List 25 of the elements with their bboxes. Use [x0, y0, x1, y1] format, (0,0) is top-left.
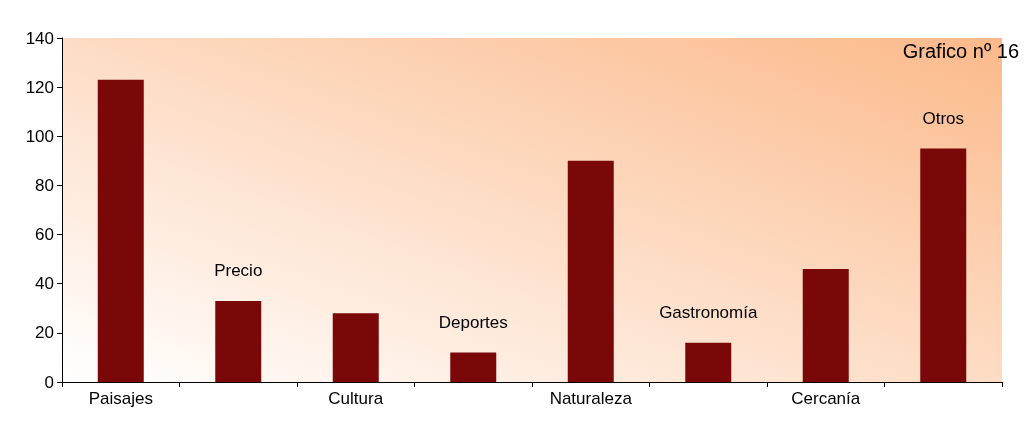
y-tick-label: 80 [35, 175, 54, 195]
x-tick-label: Naturaleza [549, 389, 633, 408]
y-tick-label: 100 [25, 126, 54, 146]
x-tick-label: Paisajes [88, 389, 153, 408]
y-tick-label: 140 [25, 28, 54, 48]
x-tick-label: Deportes [438, 312, 508, 332]
bar [97, 79, 144, 382]
bar [332, 313, 379, 382]
chart-title: Grafico nº 16 [902, 40, 1019, 62]
bar [802, 268, 849, 382]
x-tick-label: Precio [214, 260, 263, 280]
x-tick-label: Cultura [328, 389, 384, 408]
x-tick-label: Cercanía [791, 389, 861, 408]
bar [567, 160, 614, 382]
bar [215, 300, 262, 382]
bar [450, 352, 497, 382]
x-tick-label: Otros [922, 108, 965, 128]
bar [920, 148, 967, 382]
y-tick-label: 20 [35, 323, 54, 343]
y-tick-label: 60 [35, 225, 54, 245]
x-tick-label: Gastronomía [659, 302, 758, 322]
y-tick-label: 120 [25, 77, 54, 97]
y-tick-label: 40 [35, 274, 54, 294]
y-tick-label: 0 [44, 372, 54, 392]
bar [685, 342, 732, 382]
